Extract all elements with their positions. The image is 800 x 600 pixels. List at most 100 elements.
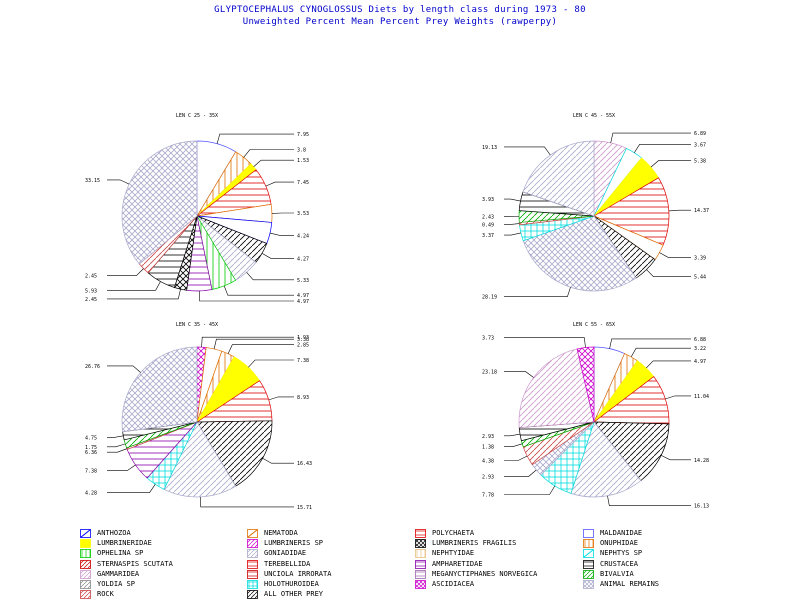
leader-line xyxy=(107,289,181,300)
pie-slice xyxy=(518,348,595,428)
data-label: 6.89 xyxy=(694,131,706,137)
leader-line xyxy=(504,287,571,298)
leader-line xyxy=(634,144,691,153)
data-label: 11.04 xyxy=(694,394,709,400)
pie-title: LEN C 55 - 65X xyxy=(573,322,615,328)
pie-chart-4: LEN C 55 - 65X 6.88 3.22 4.97 11.04 14.28 16.1… xyxy=(482,322,709,510)
data-label: 0.49 xyxy=(482,223,494,229)
data-label: 7.95 xyxy=(297,132,309,138)
data-label: 2.45 xyxy=(85,274,97,280)
data-label: 5.93 xyxy=(85,288,97,294)
leader-line xyxy=(261,253,294,259)
pie-slice xyxy=(163,421,237,498)
leader-line xyxy=(268,396,294,401)
pie-chart-2: LEN C 45 - 55X 6.89 3.67 5.38 14.37 3.39 5.44 2… xyxy=(482,113,709,301)
leader-line xyxy=(504,371,534,378)
leader-line xyxy=(645,360,691,369)
leader-line xyxy=(504,223,520,225)
leader-line xyxy=(650,160,691,168)
leader-line xyxy=(213,338,294,350)
leader-line xyxy=(630,347,691,358)
data-label: 2.93 xyxy=(482,434,494,440)
data-label: 3.39 xyxy=(694,255,706,261)
pie-slice xyxy=(593,421,670,482)
data-label: 5.33 xyxy=(297,278,309,284)
pie-slice xyxy=(121,346,198,433)
data-label: 3.93 xyxy=(482,197,494,203)
data-label: 4.27 xyxy=(297,256,309,262)
pie-chart-1: LEN C 25 - 35X 7.95 3.8 1.53 7.45 3.53 4.24 4.2… xyxy=(85,113,309,305)
data-label: 15.71 xyxy=(297,505,312,511)
leader-line xyxy=(107,464,136,471)
leader-line xyxy=(200,496,294,508)
leader-line xyxy=(227,344,294,354)
pie-slice xyxy=(196,420,273,487)
data-label: 3.37 xyxy=(482,233,494,239)
leader-line xyxy=(223,285,294,296)
pie-chart-3: LEN C 35 - 45X 1.933.382.85 7.38 8.93 16.43 1… xyxy=(85,322,312,511)
leader-line xyxy=(107,281,161,291)
data-label: 16.13 xyxy=(694,504,709,510)
leader-line xyxy=(199,290,294,302)
data-label: 7.38 xyxy=(85,469,97,475)
chart-title: GLYPTOCEPHALUS CYNOGLOSSUS Diets by leng… xyxy=(214,5,586,15)
leader-line xyxy=(504,337,586,348)
leader-line xyxy=(262,458,294,464)
data-label: 28.19 xyxy=(482,295,497,301)
leader-line xyxy=(265,181,294,187)
data-label: 3.22 xyxy=(694,346,706,352)
leader-line xyxy=(610,132,691,143)
data-label: 6.88 xyxy=(694,337,706,343)
data-label: 16.43 xyxy=(297,461,312,467)
leader-line xyxy=(646,269,691,278)
leader-line xyxy=(216,133,294,144)
data-label: 7.38 xyxy=(297,358,309,364)
leader-line xyxy=(504,146,551,156)
pie-slice xyxy=(570,421,642,498)
data-label: 4.97 xyxy=(297,299,309,305)
data-label: 3.67 xyxy=(694,142,706,148)
leader-line xyxy=(107,435,124,438)
leader-line xyxy=(107,448,128,453)
data-label: 19.13 xyxy=(482,145,497,151)
data-label: 2.85 xyxy=(297,343,309,349)
leader-line xyxy=(243,149,294,158)
data-label: 2.93 xyxy=(482,474,494,480)
chart-subtitle: Unweighted Percent Mean Percent Prey Wei… xyxy=(242,17,558,27)
data-label: 1.93 xyxy=(297,335,309,341)
data-label: 1.75 xyxy=(85,445,97,451)
leader-line xyxy=(504,469,537,477)
data-label: 4.38 xyxy=(482,459,494,465)
data-label: 2.43 xyxy=(482,215,494,221)
leader-line xyxy=(269,232,294,236)
leader-line xyxy=(248,359,294,368)
leader-line xyxy=(665,395,691,400)
pie-title: LEN C 35 - 45X xyxy=(176,322,218,328)
leader-line xyxy=(201,336,294,348)
data-label: 3.53 xyxy=(297,211,309,217)
data-label: 4.28 xyxy=(85,491,97,497)
data-label: 4.75 xyxy=(85,436,97,442)
leader-line xyxy=(607,495,691,506)
leader-line xyxy=(253,159,294,168)
data-label: 26.76 xyxy=(85,364,100,370)
leader-line xyxy=(107,484,156,493)
data-label: 14.37 xyxy=(694,208,709,214)
data-label: 4.97 xyxy=(694,359,706,365)
pie-slice xyxy=(522,140,595,217)
leader-line xyxy=(659,252,691,258)
data-label: 3.8 xyxy=(297,148,306,154)
leader-line xyxy=(504,232,521,236)
pie-slice xyxy=(121,140,198,265)
data-label: 1.53 xyxy=(297,158,309,164)
data-label: 7.78 xyxy=(482,493,494,499)
pie-title: LEN C 25 - 35X xyxy=(176,113,218,119)
data-label: 33.15 xyxy=(85,178,100,184)
leader-line xyxy=(661,455,691,461)
pie-title: LEN C 45 - 55X xyxy=(573,113,615,119)
data-label: 4.24 xyxy=(297,233,309,239)
data-label: 4.97 xyxy=(297,293,309,299)
leader-line xyxy=(504,455,528,461)
data-label: 5.38 xyxy=(694,159,706,165)
